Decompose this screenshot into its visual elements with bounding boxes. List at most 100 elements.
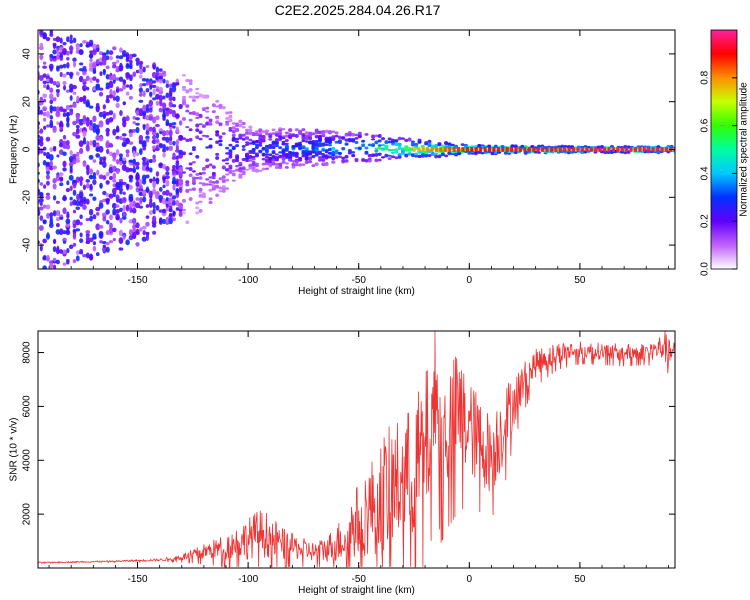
spectrogram-cell — [155, 115, 160, 121]
spectrogram-cell — [98, 174, 104, 180]
spectrogram-cell — [45, 170, 50, 175]
spectrogram-cell — [49, 33, 54, 37]
spectrogram-cell — [45, 174, 50, 180]
spectrogram-cell — [76, 193, 80, 201]
spectrogram-cell — [108, 193, 114, 199]
spectrogram-cell — [294, 151, 299, 156]
spectrogram-cell — [92, 179, 97, 185]
spectrogram-cell — [119, 62, 123, 68]
spectrogram-cell — [377, 158, 382, 162]
spectrogram-cell — [139, 63, 143, 70]
spectrogram-ridge-cell — [638, 147, 642, 152]
spectrogram-cell — [450, 152, 455, 155]
spectrogram-cell — [52, 43, 57, 50]
spectrogram-cell — [261, 162, 266, 166]
snr-x-tick-label: 0 — [467, 574, 473, 585]
spectrogram-cell — [251, 148, 256, 152]
spectrogram-cell — [95, 105, 101, 110]
spectrogram-cell — [238, 168, 243, 173]
spectrogram-cell — [62, 249, 67, 255]
spectrogram-cell — [308, 156, 313, 161]
spectrogram-cell — [102, 216, 107, 222]
spectrogram-ridge-cell — [541, 147, 545, 152]
spectrogram-cell — [235, 154, 240, 158]
spectrogram-cell — [351, 151, 356, 154]
spectrogram-cell — [92, 159, 97, 163]
spectrogram-cell — [82, 115, 87, 120]
spectrogram-cell — [152, 188, 157, 195]
spectrogram-cell — [185, 167, 190, 170]
spectrogram-cell — [75, 124, 80, 129]
spectrogram-cell — [221, 132, 226, 135]
spectrogram-cell — [228, 118, 233, 123]
spectrogram-cell — [72, 120, 77, 126]
spectrogram-cell — [82, 136, 87, 144]
spectrogram-cell — [95, 223, 101, 231]
spectrogram-cell — [106, 94, 110, 100]
spectrogram-cell — [264, 129, 269, 133]
spectrogram-cell — [89, 42, 94, 47]
spectrogram-ridge-cell — [664, 147, 668, 152]
spectrogram-cell — [72, 131, 77, 137]
spectrogram-cell — [264, 167, 269, 170]
spectrogram-cell — [341, 136, 346, 139]
spectrogram-cell — [106, 199, 110, 203]
spectrogram-cell — [264, 161, 269, 165]
spectrogram-cell — [52, 210, 57, 217]
spectrogram-cell — [248, 156, 253, 159]
spectrogram-cell — [72, 60, 76, 68]
spectrogram-cell — [72, 102, 77, 109]
spectrogram-cell — [188, 95, 193, 99]
snr-panel: -150 -100 -50 0 50 2000 4000 6000 8000 Height of … — [9, 330, 676, 596]
spectrogram-cell — [128, 219, 134, 224]
spectrogram-cell — [109, 55, 113, 61]
spectrogram-cell — [118, 178, 124, 182]
snr-x-tick-label: -50 — [351, 574, 366, 585]
spectrogram-cell — [118, 88, 124, 92]
spectrogram-cell — [125, 239, 130, 246]
spectrogram-cell — [63, 85, 67, 91]
spectrogram-cell — [185, 180, 190, 184]
spectrogram-cell — [119, 47, 123, 53]
spectrogram-cell — [311, 132, 316, 136]
spectrogram-cell — [228, 153, 233, 156]
spectrogram-cell — [102, 190, 107, 196]
spectrogram-cell — [92, 245, 97, 252]
spectrogram-ridge-cell — [443, 147, 447, 152]
spectrogram-cell — [248, 149, 253, 153]
spectrogram-cell — [95, 59, 100, 65]
spectrogram-cell — [381, 156, 386, 159]
spectrogram-cell — [42, 93, 47, 99]
spectrogram-cell — [298, 130, 303, 134]
spectrogram-cell — [175, 126, 179, 134]
spectrogram-cell — [235, 137, 240, 141]
spectrogram-cell — [341, 156, 346, 160]
spectrogram-cell — [188, 87, 193, 92]
spectrogram-cell — [122, 137, 127, 142]
spectrogram-cell — [384, 147, 389, 151]
spectrogram-cell — [138, 68, 144, 75]
spectrogram-cell — [85, 230, 91, 234]
spectrogram-cell — [92, 175, 97, 180]
spectrogram-cell — [135, 186, 140, 193]
spectrogram-cell — [162, 184, 166, 189]
spectrogram-cell — [195, 173, 200, 176]
spectrogram-ridge-cell — [430, 147, 434, 152]
spectrogram-cell — [126, 183, 130, 189]
snr-y-axis-label: SNR (10 * v/v) — [9, 418, 20, 482]
spectrogram-cell — [400, 150, 405, 154]
spectrogram-cell — [188, 197, 193, 201]
spectrogram-cell — [251, 150, 256, 155]
spectrogram-cell — [55, 36, 61, 43]
spectrogram-cell — [185, 78, 190, 83]
spectrogram-cell — [142, 66, 146, 73]
spectrogram-cell — [318, 158, 323, 162]
spectrogram-cell — [314, 128, 319, 133]
spectrogram-cell — [198, 208, 203, 213]
spectrogram-cell — [248, 166, 253, 170]
spectrogram-cell — [86, 169, 90, 176]
spectrogram-cell — [108, 50, 114, 55]
spectrogram-cell — [447, 142, 452, 146]
spectrogram-cell — [354, 137, 359, 140]
spectrogram-cell — [135, 69, 140, 74]
